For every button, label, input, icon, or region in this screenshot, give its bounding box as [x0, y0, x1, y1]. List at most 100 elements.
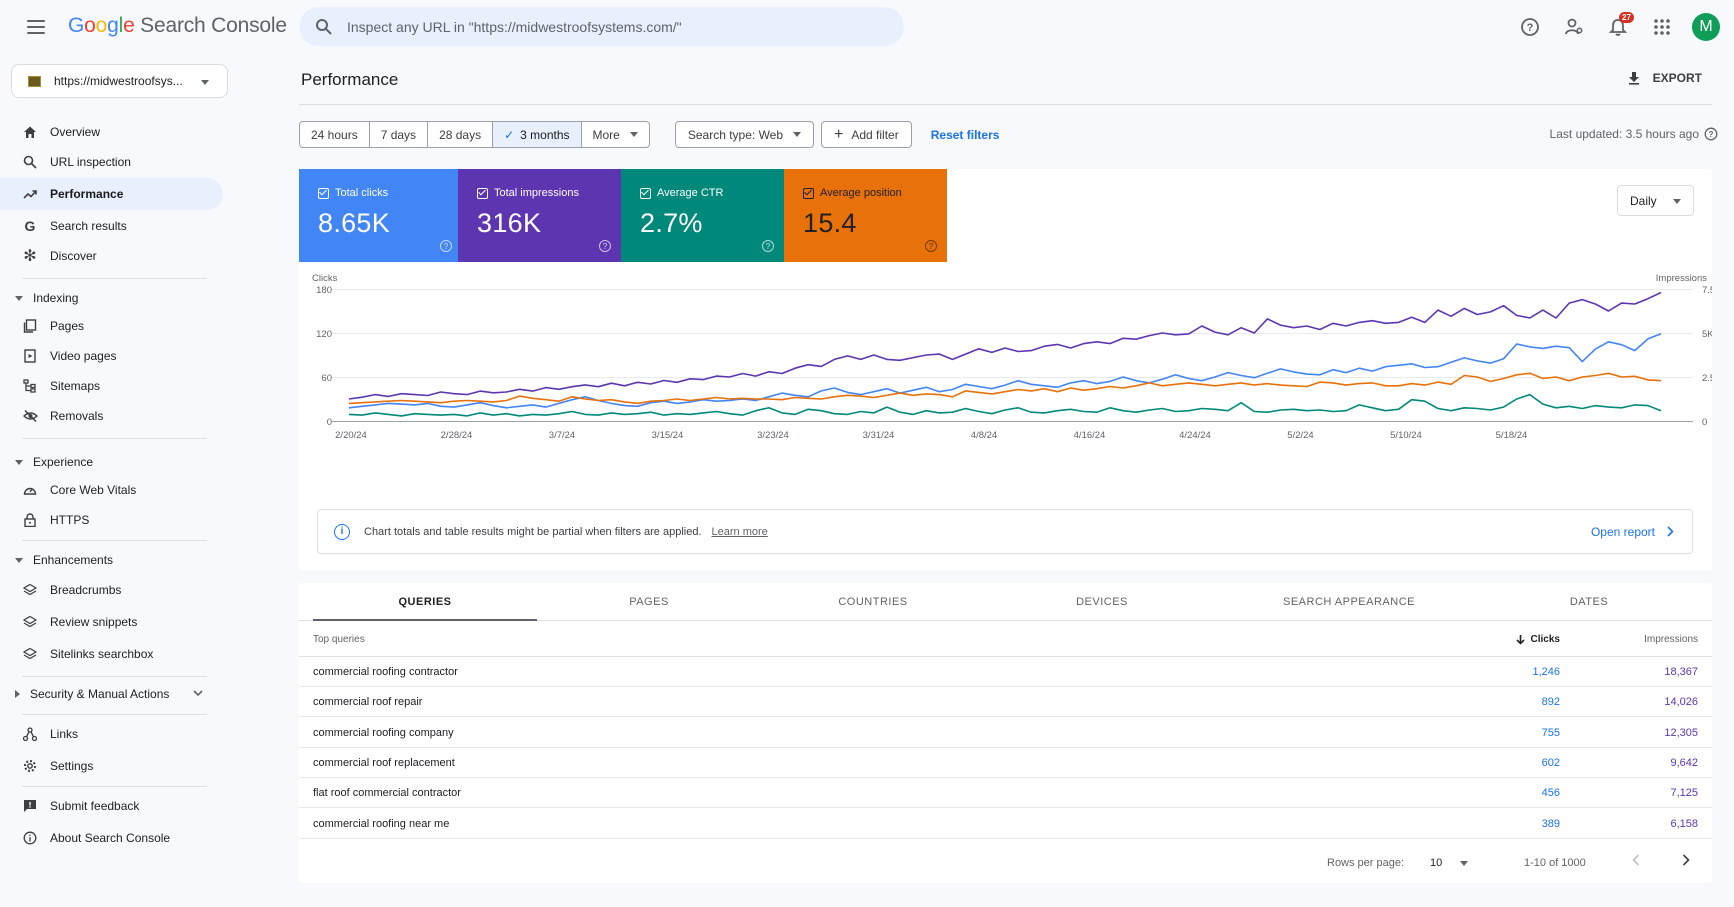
column-impressions[interactable]: Impressions: [1644, 634, 1698, 645]
performance-line-chart: 180 7.5K 120 5K 60 2.5K 0 0 Clicks Impressions 2/2…: [312, 273, 1712, 441]
tab-search-appearance[interactable]: SEARCH APPEARANCE: [1283, 596, 1415, 608]
sidebar-item-performance[interactable]: Performance: [0, 178, 223, 210]
trending-up-icon: [22, 186, 38, 202]
sidebar-section-indexing[interactable]: Indexing: [15, 286, 215, 310]
apps-grid-icon[interactable]: [1640, 11, 1684, 43]
sidebar-item-sitelinks-searchbox[interactable]: Sitelinks searchbox: [0, 638, 223, 670]
learn-more-link[interactable]: Learn more: [711, 525, 768, 538]
tab-countries[interactable]: COUNTRIES: [838, 596, 908, 608]
sidebar-item-discover[interactable]: ✻ Discover: [23, 248, 97, 265]
account-avatar[interactable]: M: [1692, 13, 1720, 41]
search-icon: [22, 154, 38, 170]
sidebar-item-https[interactable]: HTTPS: [0, 504, 223, 536]
y-axis-label-right: Impressions: [1656, 273, 1707, 284]
clicks-cell: 602: [1541, 756, 1560, 769]
property-selector[interactable]: https://midwestroofsys...: [11, 64, 228, 98]
query-cell: commercial roof repair: [313, 696, 423, 709]
search-console-logo[interactable]: Google Search Console: [68, 14, 287, 37]
add-filter-button[interactable]: + Add filter: [821, 121, 912, 148]
range-7-days[interactable]: 7 days: [370, 122, 429, 147]
tab-pages[interactable]: PAGES: [629, 596, 669, 608]
url-inspect-input[interactable]: [347, 18, 867, 35]
rows-per-page-label: Rows per page:: [1327, 857, 1405, 869]
table-row[interactable]: flat roof commercial contractor 456 7,125: [299, 778, 1712, 809]
discover-asterisk-icon: ✻: [23, 248, 37, 265]
column-clicks-sort[interactable]: Clicks: [1515, 634, 1560, 645]
lock-icon: [22, 512, 38, 528]
sidebar-item-links[interactable]: Links: [0, 718, 223, 750]
y-tick-left: 60: [321, 373, 332, 384]
previous-page-button[interactable]: [1632, 853, 1640, 871]
x-tick-label: 3/15/24: [652, 430, 684, 441]
table-row[interactable]: commercial roof replacement 602 9,642: [299, 748, 1712, 778]
export-button[interactable]: EXPORT: [1627, 71, 1702, 85]
table-row[interactable]: commercial roofing contractor 1,246 18,367: [299, 657, 1712, 687]
sitemap-icon: [22, 378, 38, 394]
help-icon[interactable]: ?: [925, 240, 937, 252]
sidebar-item-url-inspection[interactable]: URL inspection: [0, 146, 223, 178]
sidebar-item-breadcrumbs[interactable]: Breadcrumbs: [0, 574, 223, 606]
site-favicon: [28, 75, 41, 87]
query-cell: commercial roofing contractor: [313, 666, 458, 678]
sidebar-item-review-snippets[interactable]: Review snippets: [0, 606, 223, 638]
help-icon[interactable]: ?: [599, 240, 611, 252]
sidebar-item-video-pages[interactable]: Video pages: [0, 340, 223, 372]
y-tick-left: 120: [316, 329, 332, 340]
sidebar-item-submit-feedback[interactable]: Submit feedback: [0, 790, 223, 822]
help-icon[interactable]: ?: [762, 240, 774, 252]
tab-queries[interactable]: QUERIES: [398, 596, 452, 608]
chevron-down-icon[interactable]: [1460, 861, 1468, 866]
sidebar-section-enhancements[interactable]: Enhancements: [15, 548, 215, 572]
url-inspect-search[interactable]: [299, 7, 904, 46]
gear-icon: [22, 758, 38, 774]
next-page-button[interactable]: [1682, 853, 1690, 871]
sidebar-item-removals[interactable]: Removals: [0, 400, 223, 432]
sidebar-section-experience[interactable]: Experience: [15, 450, 215, 474]
sidebar-divider: [22, 438, 207, 439]
sidebar-item-settings[interactable]: Settings: [0, 750, 223, 782]
search-type-filter[interactable]: Search type: Web: [674, 121, 815, 148]
metric-total-clicks[interactable]: Total clicks 8.65K ?: [299, 169, 462, 262]
sidebar-item-core-web-vitals[interactable]: Core Web Vitals: [0, 474, 223, 506]
granularity-select[interactable]: Daily: [1617, 185, 1694, 216]
user-settings-icon[interactable]: [1552, 11, 1596, 43]
sidebar-section-security[interactable]: Security & Manual Actions: [15, 682, 215, 706]
tab-devices[interactable]: DEVICES: [1076, 596, 1128, 608]
open-report-link[interactable]: Open report: [1591, 525, 1674, 539]
main-menu-icon[interactable]: [26, 17, 46, 37]
table-row[interactable]: commercial roofing near me 389 6,158: [299, 809, 1712, 839]
sidebar-item-overview[interactable]: Overview: [0, 116, 223, 148]
metric-total-impressions[interactable]: Total impressions 316K ?: [458, 169, 621, 262]
range-28-days[interactable]: 28 days: [428, 122, 494, 147]
range-24-hours[interactable]: 24 hours: [300, 122, 370, 147]
sidebar-item-search-results[interactable]: G Search results: [0, 210, 223, 242]
help-icon[interactable]: ?: [1508, 11, 1552, 43]
range-3-months[interactable]: ✓ 3 months: [493, 122, 582, 147]
impressions-cell: 7,125: [1670, 787, 1698, 800]
tab-dates[interactable]: DATES: [1569, 596, 1609, 608]
header-divider: [299, 104, 1712, 105]
reset-filters-link[interactable]: Reset filters: [930, 127, 1000, 142]
clicks-cell: 389: [1541, 817, 1560, 830]
date-range-selector: 24 hours 7 days 28 days ✓ 3 months More: [299, 121, 650, 148]
notifications-icon[interactable]: 27: [1596, 11, 1640, 43]
impressions-cell: 18,367: [1664, 666, 1698, 678]
help-icon[interactable]: ?: [440, 240, 452, 252]
sidebar-item-about[interactable]: About Search Console: [0, 822, 223, 854]
rows-per-page-select[interactable]: 10: [1430, 857, 1443, 869]
dimension-tabs: QUERIES PAGES COUNTRIES DEVICES SEARCH A…: [299, 583, 1712, 621]
range-more[interactable]: More: [582, 122, 649, 147]
metric-average-position[interactable]: Average position 15.4 ?: [784, 169, 947, 262]
table-row[interactable]: commercial roofing company 755 12,305: [299, 718, 1712, 748]
table-row[interactable]: commercial roof repair 892 14,026: [299, 687, 1712, 718]
sidebar-item-pages[interactable]: Pages: [0, 310, 223, 342]
svg-text:?: ?: [1527, 22, 1534, 34]
sidebar-item-sitemaps[interactable]: Sitemaps: [0, 370, 223, 402]
series-line-1: [348, 332, 1662, 409]
check-icon: ✓: [504, 127, 515, 142]
x-tick-label: 2/28/24: [441, 430, 473, 441]
partial-results-notice: i Chart totals and table results might b…: [317, 509, 1693, 554]
help-icon[interactable]: ?: [1704, 127, 1718, 141]
metric-average-ctr[interactable]: Average CTR 2.7% ?: [621, 169, 784, 262]
svg-text:?: ?: [1709, 130, 1714, 139]
